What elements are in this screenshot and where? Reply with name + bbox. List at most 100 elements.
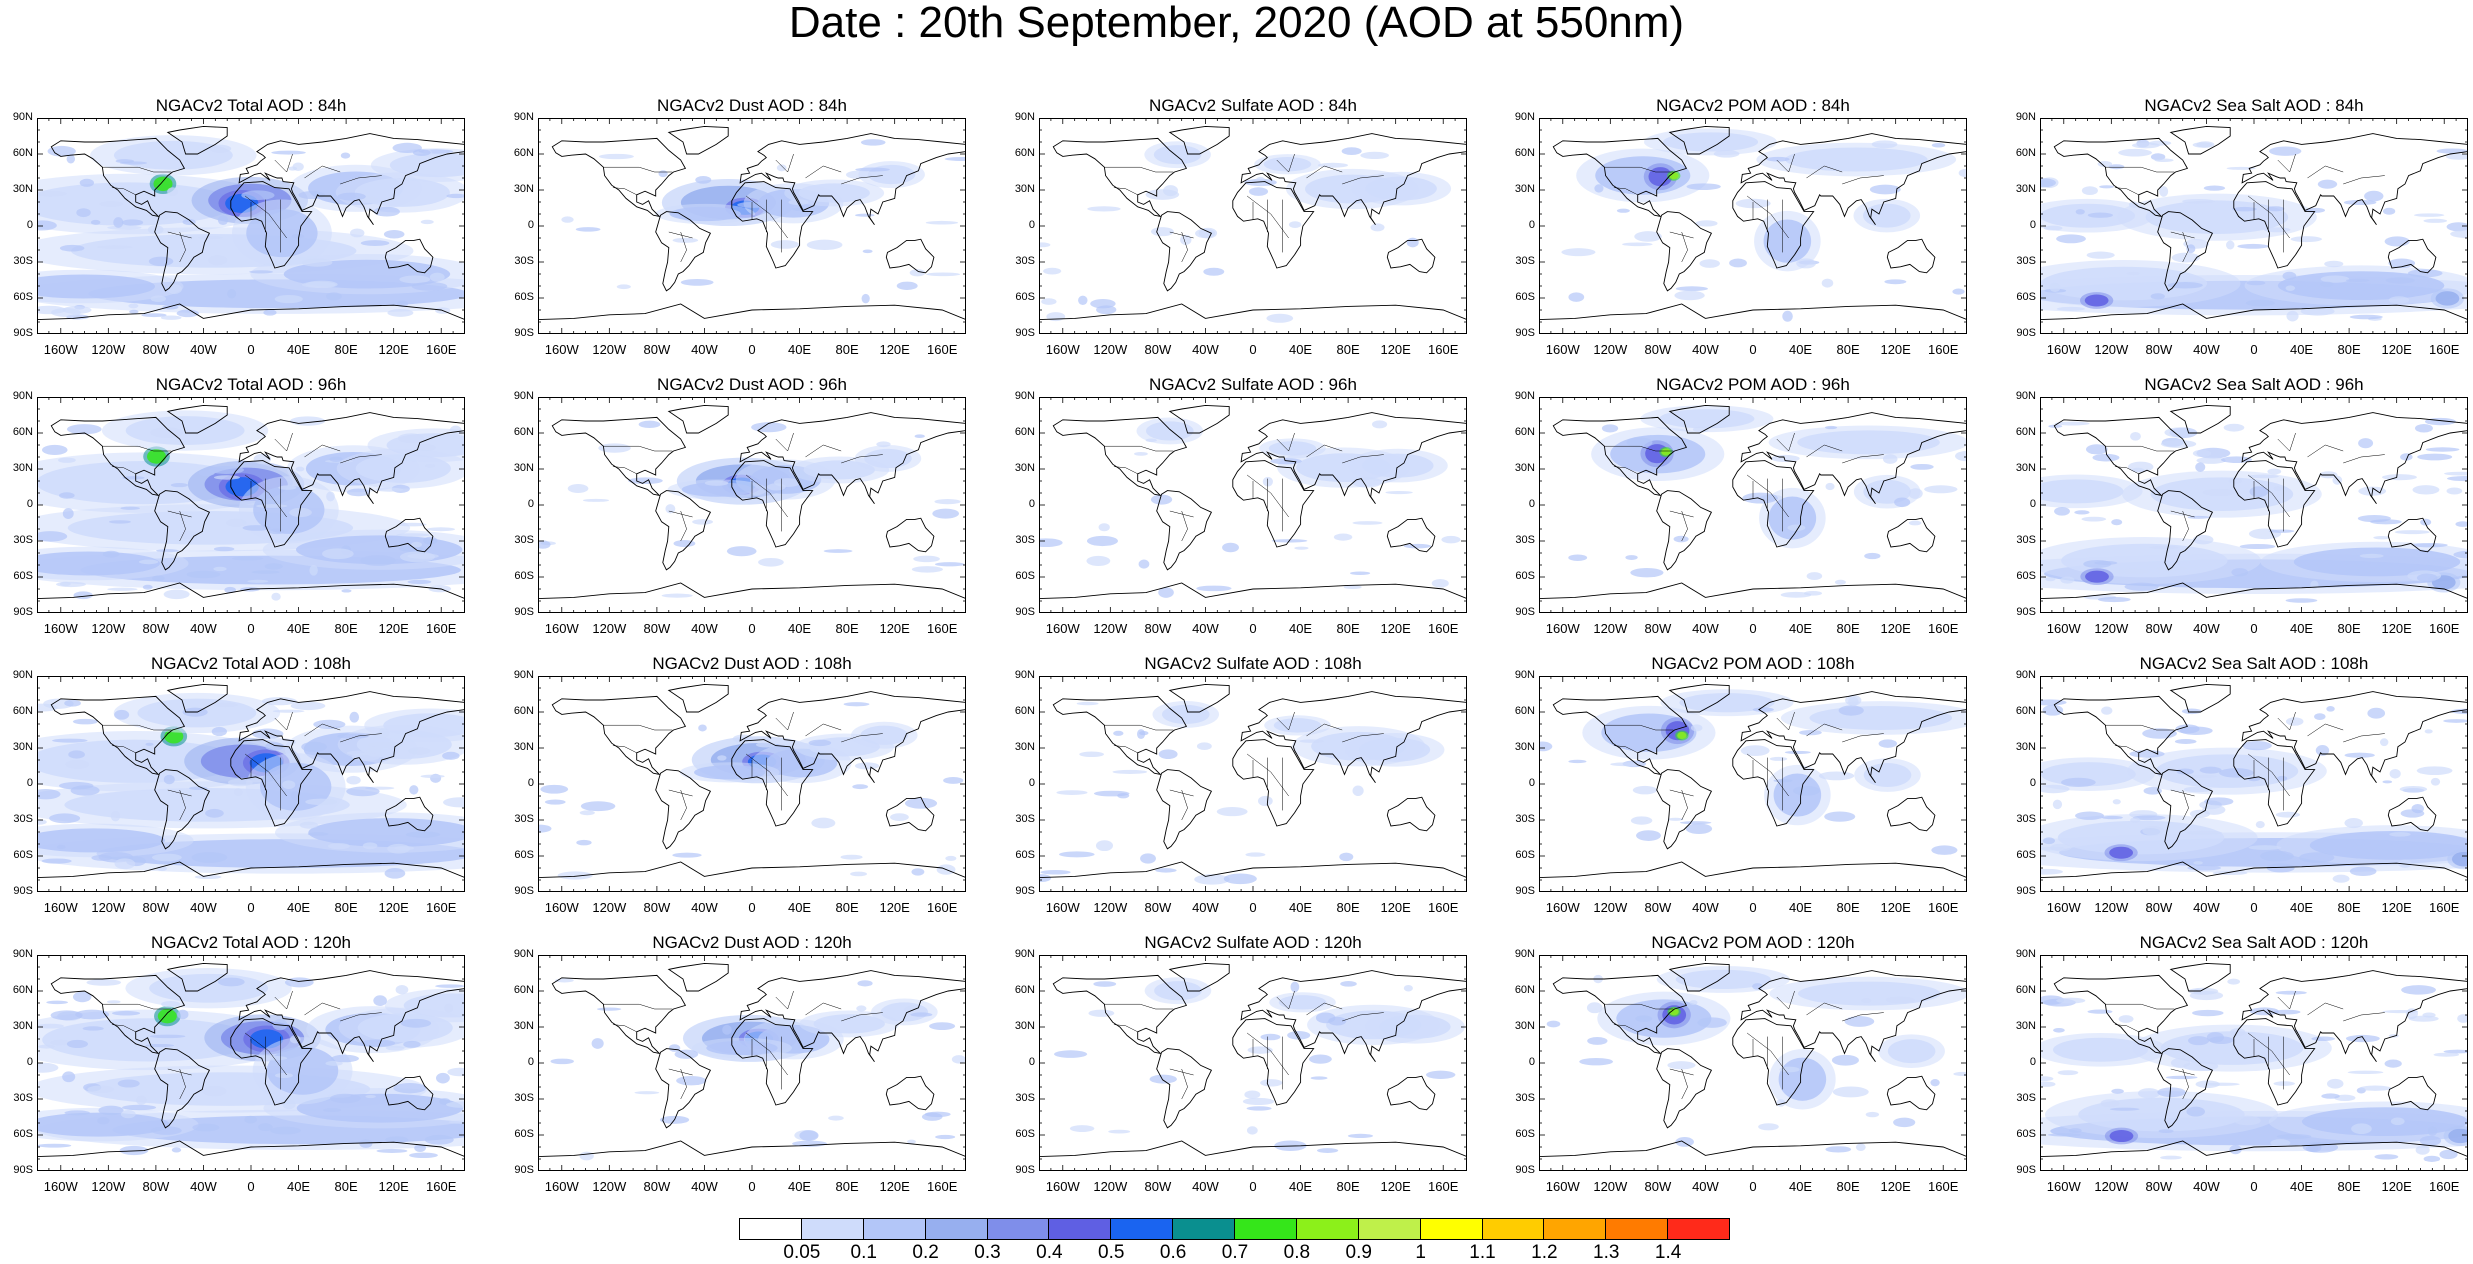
longitude-label: 80E	[1836, 342, 1860, 357]
country-border	[775, 153, 794, 173]
longitude-label: 80W	[643, 621, 671, 636]
aerosol-field	[813, 1014, 885, 1034]
aerosol-field	[1692, 426, 1709, 433]
coastline	[2157, 490, 2214, 571]
latitude-label: 60N	[12, 147, 33, 159]
aerosol-field	[2187, 865, 2222, 871]
aerosol-field	[148, 256, 174, 267]
aerosol-field	[2390, 1117, 2405, 1126]
longitude-label: 120E	[1880, 342, 1911, 357]
aerosol-field	[2108, 164, 2125, 170]
aerosol-field	[925, 220, 959, 225]
aerosol-field	[717, 755, 727, 761]
aerosol-field	[2142, 826, 2164, 836]
aerosol-field	[1223, 873, 1257, 885]
coastline	[50, 137, 186, 218]
aerosol-field	[396, 533, 430, 537]
aerosol-field	[2239, 543, 2276, 550]
aerosol-field	[770, 240, 800, 249]
latitude-label: 60S	[514, 849, 534, 861]
country-border	[111, 1024, 136, 1033]
latitude-label: 60N	[1514, 426, 1535, 438]
aerosol-field	[1825, 1146, 1852, 1153]
latitude-label: 60S	[13, 291, 33, 303]
aerosol-field	[122, 476, 145, 480]
country-border	[1342, 454, 1384, 464]
aerosol-field	[2358, 438, 2374, 449]
aerosol-field	[2317, 179, 2338, 189]
coastline	[384, 1075, 434, 1111]
aerosol-field	[2245, 299, 2275, 307]
panel-title: NGACv2 Sea Salt AOD : 108h	[2139, 654, 2369, 673]
longitude-label: 40E	[1288, 1179, 1313, 1194]
aerosol-field	[692, 519, 714, 525]
country-border	[841, 175, 883, 185]
colorbar-tick-label: 0.5	[1098, 1242, 1125, 1263]
aerosol-field	[1054, 1050, 1088, 1058]
aerosol-field	[2192, 449, 2212, 458]
panel-title: NGACv2 Sea Salt AOD : 96h	[2144, 375, 2364, 394]
aerosol-field	[2040, 178, 2056, 188]
longitude-label: 0	[1749, 900, 1757, 915]
aerosol-field	[1779, 1066, 1800, 1073]
aerosol-field	[2056, 306, 2086, 311]
aerosol-field	[383, 713, 465, 738]
longitude-label: 160W	[1045, 342, 1080, 357]
aerosol-field	[202, 1085, 227, 1097]
country-border	[167, 231, 192, 239]
aerosol-field	[2343, 199, 2377, 206]
aerosol-field	[2349, 314, 2383, 320]
coastline	[1386, 517, 1436, 553]
longitude-label: 40W	[1192, 1179, 1219, 1194]
aerosol-field	[2199, 766, 2222, 774]
coastline	[1039, 303, 1467, 334]
coastline	[1156, 490, 1213, 571]
aerosol-field	[1078, 295, 1088, 306]
aerosol-field	[911, 868, 925, 876]
aerosol-field	[2060, 576, 2075, 584]
country-border	[745, 195, 788, 239]
aerosol-field	[429, 272, 445, 282]
aerosol-field	[192, 1123, 220, 1132]
aerosol-field	[75, 1009, 110, 1020]
aerosol-field	[2347, 1070, 2384, 1075]
longitude-label: 80E	[1336, 621, 1360, 636]
aerosol-field	[138, 559, 159, 565]
coastline	[1039, 861, 1467, 892]
longitude-label: 160E	[1928, 342, 1959, 357]
coastline	[2053, 974, 2189, 1055]
longitude-label: 80W	[142, 900, 170, 915]
aerosol-field	[113, 217, 124, 228]
aerosol-field	[415, 444, 436, 452]
aerosol-field	[1371, 420, 1388, 429]
aerosol-field	[751, 422, 787, 433]
coastline	[739, 691, 966, 784]
aerosol-field	[249, 270, 273, 274]
country-border	[1246, 753, 1289, 797]
aerosol-field	[2266, 863, 2295, 873]
latitude-label: 90S	[1515, 885, 1535, 897]
aerosol-field	[329, 456, 343, 462]
aerosol-field	[2374, 1154, 2399, 1160]
aerosol-field	[1539, 741, 1553, 752]
aerosol-field	[1630, 816, 1653, 825]
aerosol-field	[1885, 996, 1915, 1004]
aerosol-field	[1908, 520, 1922, 526]
country-border	[2170, 789, 2195, 797]
longitude-label: 80E	[334, 900, 358, 915]
aerosol-field	[1263, 157, 1312, 172]
aerosol-field	[2359, 553, 2384, 559]
aerosol-field	[934, 562, 965, 567]
aerosol-field	[151, 1126, 182, 1135]
aerosol-field	[2074, 510, 2090, 515]
coastline	[1552, 137, 1688, 218]
coastline	[1732, 460, 1815, 548]
country-border	[1842, 175, 1884, 185]
aerosol-field	[122, 1104, 157, 1111]
country-border	[1604, 1003, 1674, 1010]
aerosol-field	[111, 1010, 141, 1016]
aerosol-field	[2400, 809, 2425, 818]
aerosol-field	[1294, 546, 1309, 550]
latitude-label: 60N	[513, 426, 534, 438]
longitude-label: 120W	[1093, 900, 1128, 915]
